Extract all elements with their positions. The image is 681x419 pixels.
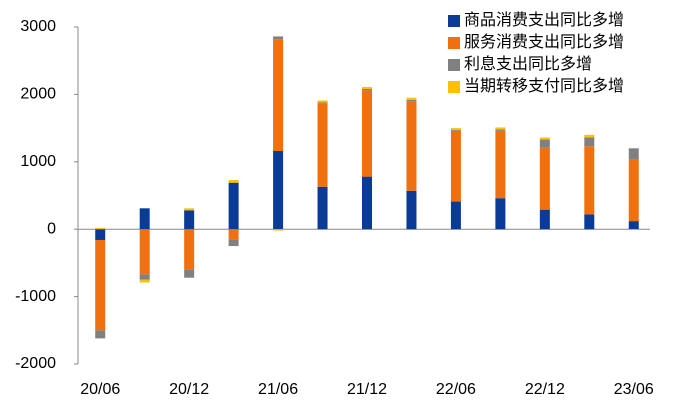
legend-swatch	[448, 59, 460, 71]
bar-segment	[95, 239, 106, 331]
bar-segment	[139, 229, 150, 275]
bar-segment	[539, 137, 550, 140]
bar-segment	[584, 137, 595, 147]
bar-segment	[495, 127, 506, 130]
legend-label: 利息支出同比多增	[464, 55, 592, 73]
bar-segment	[584, 214, 595, 230]
bar-segment	[406, 97, 417, 100]
bar-segment	[228, 179, 239, 183]
bar-segment	[539, 147, 550, 210]
bar-segment	[450, 128, 461, 131]
x-tick-label: 22/12	[525, 381, 565, 398]
bar-segment	[406, 99, 417, 102]
bar-segment	[628, 229, 639, 230]
bar-segment	[184, 229, 195, 270]
bar-segment	[495, 129, 506, 131]
bar-segment	[362, 86, 372, 90]
bar-segment	[539, 139, 550, 148]
bar-segment	[184, 269, 195, 278]
bar-segment	[317, 186, 328, 230]
bar-segment	[584, 146, 595, 215]
x-tick-label: 20/06	[80, 381, 120, 398]
bar-segment	[139, 274, 150, 280]
bar-segment	[362, 90, 372, 177]
bar-segment	[362, 89, 372, 91]
bar-segment	[362, 176, 372, 230]
x-tick-label: 20/12	[169, 381, 209, 398]
bar-segment	[406, 101, 417, 191]
legend-swatch	[448, 15, 460, 27]
y-tick-label: 1000	[20, 153, 56, 170]
bar-segment	[184, 210, 195, 230]
bar-segment	[628, 221, 639, 230]
bar-segment	[628, 159, 639, 222]
y-tick-label: 3000	[20, 18, 56, 35]
legend-label: 当期转移支付同比多增	[464, 77, 624, 95]
y-tick-label: 2000	[20, 86, 56, 103]
y-tick-label: -2000	[15, 355, 56, 372]
bar-segment	[228, 229, 239, 240]
bar-segment	[273, 36, 284, 40]
bar-segment	[495, 130, 506, 199]
bar-segment	[273, 39, 284, 152]
bar-segment	[184, 208, 195, 211]
bar-segment	[95, 330, 106, 339]
bar-segment	[95, 227, 106, 230]
x-tick-label: 23/06	[614, 381, 654, 398]
y-tick-label: 0	[47, 220, 56, 237]
legend-swatch	[448, 37, 460, 49]
bar-segment	[628, 148, 639, 160]
legend-swatch	[448, 81, 460, 93]
bar-segment	[584, 134, 595, 138]
y-tick-label: -1000	[15, 288, 56, 305]
bar-segment	[406, 190, 417, 230]
bar-segment	[450, 130, 461, 132]
bar-segment	[450, 201, 461, 230]
bar-segment	[228, 182, 239, 230]
bar-segment	[450, 131, 461, 202]
bar-segment	[273, 229, 284, 231]
bar-segment	[95, 229, 106, 240]
bar-segment	[317, 103, 328, 187]
bar-segment	[317, 100, 328, 103]
x-tick-label: 21/12	[347, 381, 387, 398]
bar-segment	[317, 102, 328, 104]
bar-segment	[539, 209, 550, 230]
bar-segment	[139, 279, 150, 283]
bar-segment	[495, 198, 506, 230]
bar-segment	[273, 151, 284, 230]
legend-label: 服务消费支出同比多增	[464, 33, 624, 51]
bar-segment	[139, 208, 150, 230]
x-tick-label: 21/06	[258, 381, 298, 398]
x-tick-label: 22/06	[436, 381, 476, 398]
bar-segment	[228, 239, 239, 247]
legend-label: 商品消费支出同比多增	[464, 11, 624, 29]
